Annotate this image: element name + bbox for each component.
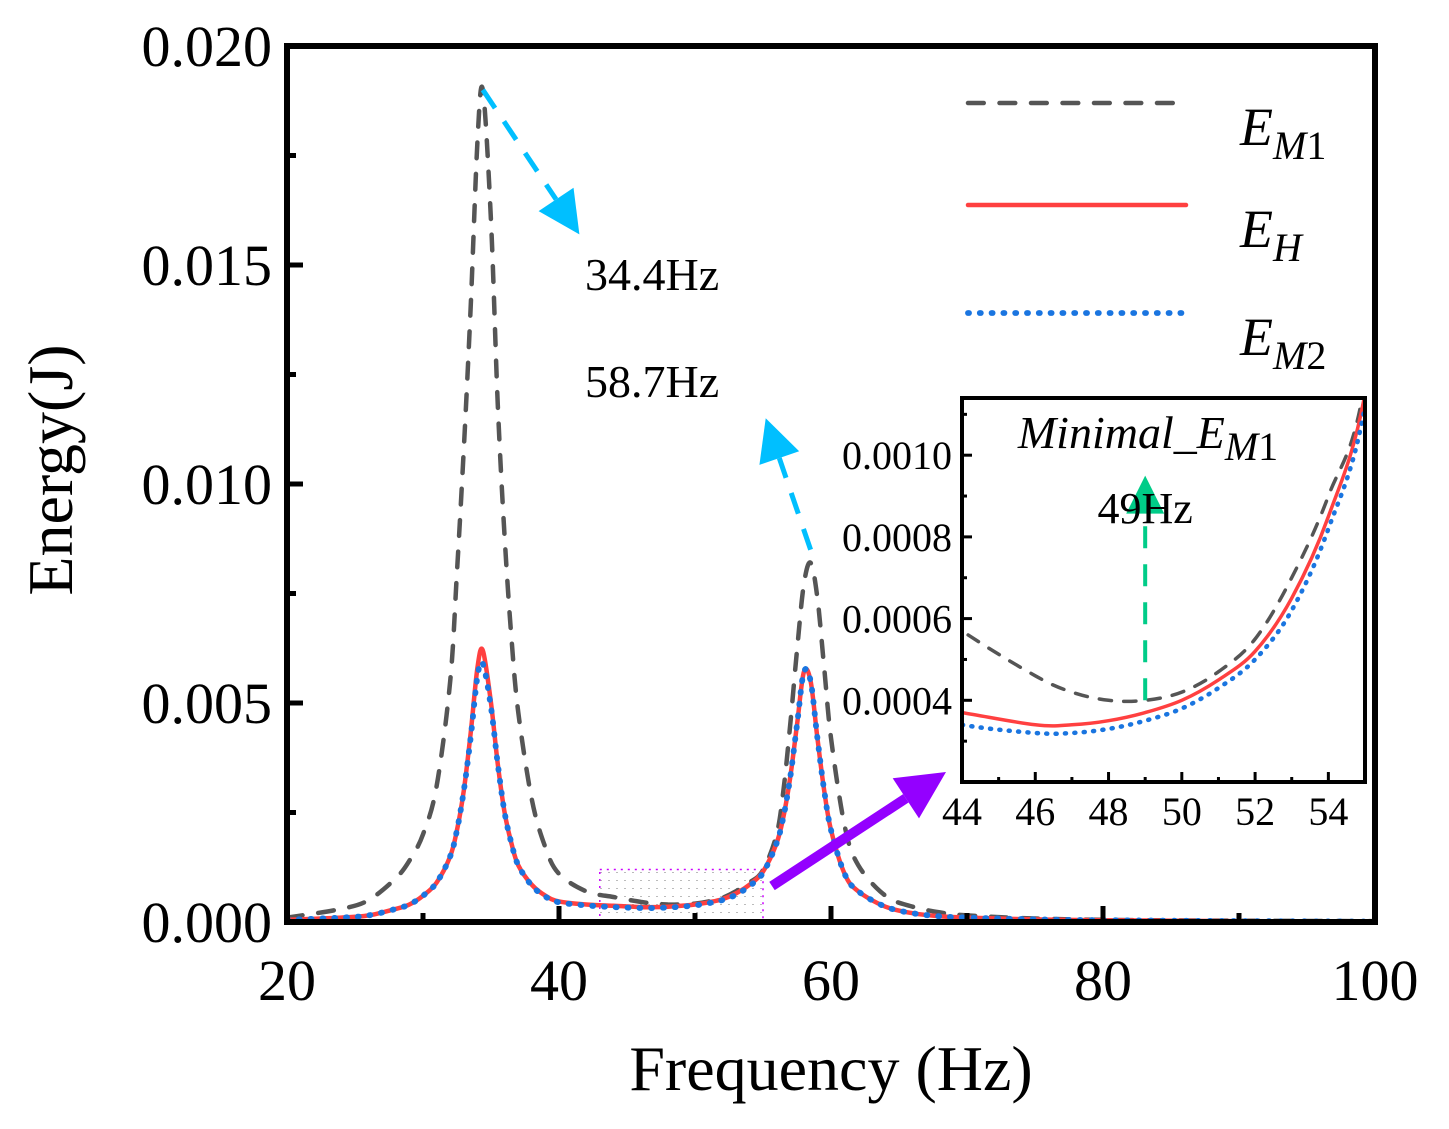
x-tick-label: 80 (1074, 948, 1132, 1013)
inset-y-tick-label: 0.0010 (842, 433, 952, 478)
inset-y-tick-label: 0.0006 (842, 597, 952, 642)
y-tick-label: 0.005 (142, 671, 273, 736)
peak-arrow-1-head (538, 187, 580, 235)
inset-x-tick-label: 48 (1089, 789, 1129, 834)
main-axis-ticks: 20 40 60 80 100 0.000 0.005 0.010 0.015 0.020 (142, 14, 1419, 1013)
inset-x-tick-label: 52 (1235, 789, 1275, 834)
peak-arrow-1-shaft (480, 88, 559, 201)
inset-frame (960, 396, 1367, 784)
inset-x-tick-label: 46 (1015, 789, 1055, 834)
zoom-region (599, 868, 764, 923)
inset-plot-lines (962, 398, 1365, 737)
inset-series-line-e-h (962, 398, 1365, 728)
inset-title-main: Minimal_E (1017, 407, 1225, 458)
y-tick-label: 0.015 (142, 233, 273, 298)
annotations: 34.4Hz 58.7Hz (480, 88, 946, 891)
legend-label-3: EM2 (1239, 307, 1326, 378)
zoom-arrow-shaft (769, 794, 909, 891)
peak-label-2: 58.7Hz (585, 356, 719, 407)
legend-label-1: EM1 (1239, 97, 1326, 168)
legend-num: 2 (1306, 333, 1326, 378)
inset-title-sub: M (1224, 424, 1261, 469)
legend-label-2: EH (1239, 199, 1304, 270)
inset-series-line-e-m2 (962, 398, 1365, 737)
inset-title: Minimal_EM1 (1017, 407, 1278, 469)
series-line-e-m1 (287, 84, 1375, 922)
y-tick-label: 0.000 (142, 890, 273, 955)
legend-sub: M (1272, 333, 1309, 378)
legend-sub: H (1272, 225, 1304, 270)
inset-axis-ticks: 44 46 48 50 52 54 0.0004 0.0006 0.0008 0.0010 (842, 412, 1367, 834)
y-tick-label: 0.020 (142, 14, 273, 79)
inset-x-tick-label: 54 (1308, 789, 1348, 834)
x-axis-title: Frequency (Hz) (629, 1033, 1032, 1104)
legend-main: E (1239, 199, 1273, 259)
zoom-arrow-head (892, 772, 946, 819)
series-line-e-h (287, 646, 1375, 922)
peak-arrow-2-head (759, 418, 800, 465)
inset-series-line-e-m1 (962, 398, 1364, 704)
minimum-arrow-head (1126, 475, 1165, 514)
peak-arrow-2-shaft (776, 457, 813, 551)
legend-main: E (1239, 97, 1273, 157)
zoom-region-rect (599, 868, 764, 923)
legend-sub: M (1272, 123, 1309, 168)
x-tick-label: 60 (802, 948, 860, 1013)
x-tick-label: 20 (258, 948, 316, 1013)
inset-title-num: 1 (1258, 424, 1278, 469)
legend-num: 1 (1306, 123, 1326, 168)
inset-x-tick-label: 50 (1162, 789, 1202, 834)
peak-label-1: 34.4Hz (585, 249, 719, 300)
inset-y-tick-label: 0.0004 (842, 678, 952, 723)
x-tick-label: 40 (530, 948, 588, 1013)
main-plot-frame (284, 43, 1378, 925)
main-plot-lines (287, 84, 1375, 922)
y-tick-label: 0.010 (142, 452, 273, 517)
inset-x-tick-label: 44 (942, 789, 982, 834)
inset-y-tick-label: 0.0008 (842, 515, 952, 560)
inset-annotation: 49Hz (1098, 475, 1193, 701)
legend-main: E (1239, 307, 1273, 367)
y-axis-title: Energy(J) (15, 344, 86, 595)
x-tick-label: 100 (1332, 948, 1419, 1013)
minimum-label: 49Hz (1098, 484, 1193, 533)
